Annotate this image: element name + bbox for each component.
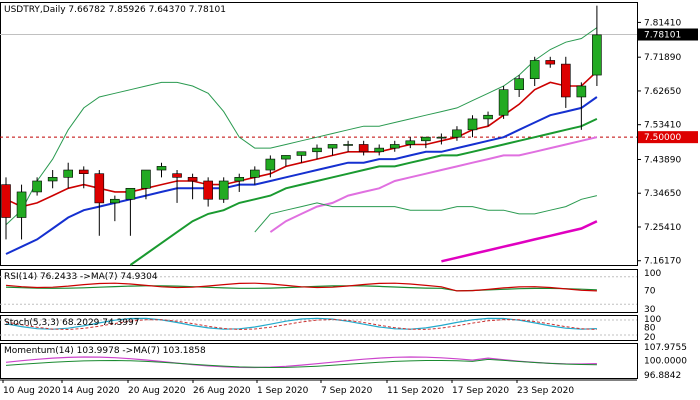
- indicator-axis-label: 100: [644, 315, 661, 325]
- candle-body: [203, 180, 213, 200]
- price-tick-label: 7.43890: [644, 155, 681, 165]
- time-tick-label: 17 Sep 2020: [452, 386, 509, 396]
- candle-body: [483, 114, 493, 120]
- stoch-signal-line: [5, 318, 597, 331]
- candle-body: [172, 173, 182, 178]
- overlay-line: [254, 195, 598, 233]
- price-tick-label: 7.53410: [644, 121, 681, 131]
- candle-body: [436, 136, 447, 139]
- candle-body: [405, 140, 416, 145]
- symbol-label: USDTRY,Daily: [4, 5, 66, 15]
- time-tick-label: 23 Sep 2020: [517, 386, 574, 396]
- candle-body: [16, 191, 27, 218]
- price-tick-label: 7.34650: [644, 189, 681, 199]
- time-tick-label: 10 Aug 2020: [3, 386, 61, 396]
- candle-body: [498, 89, 509, 116]
- time-tick-label: 7 Sep 2020: [321, 386, 373, 396]
- candle-body: [47, 177, 58, 182]
- indicator-axis-label: 100.0000: [644, 357, 687, 367]
- indicator-axis-label: 30: [644, 305, 656, 315]
- support-level-box: [638, 131, 698, 144]
- candle-body: [545, 60, 556, 65]
- candle-body: [421, 136, 431, 142]
- current-price-label: 7.78101: [644, 31, 681, 41]
- candle-body: [110, 198, 120, 204]
- overlay-line: [5, 27, 598, 226]
- candle-body: [374, 147, 385, 153]
- low-value: 7.64370: [149, 5, 186, 15]
- indicator-label: Stoch(5,3,3) 68.2029 74.3997: [4, 318, 139, 328]
- indicator-axis-label: 96.8842: [644, 371, 681, 381]
- momentum-ma-line: [5, 358, 597, 369]
- time-tick-label: 26 Aug 2020: [193, 386, 251, 396]
- indicator-axis-label: 70: [644, 287, 656, 297]
- candle-body: [312, 147, 322, 153]
- indicator-axis-label: 100: [644, 269, 661, 279]
- indicator-label: RSI(14) 76.2433 ->MA(7) 74.9304: [4, 272, 158, 282]
- rsi-line: [5, 282, 597, 292]
- close-value: 7.78101: [189, 5, 226, 15]
- candle-body: [218, 180, 229, 200]
- price-tick-label: 7.71890: [644, 53, 681, 63]
- candle-body: [452, 129, 462, 138]
- candle-body: [78, 169, 89, 174]
- candle-body: [125, 187, 136, 200]
- current-price-box: [638, 28, 698, 41]
- candle-body: [187, 177, 198, 182]
- candle-body: [343, 144, 353, 146]
- indicator-axis-label: 107.9755: [644, 343, 687, 353]
- price-tick-label: 7.25410: [644, 223, 681, 233]
- time-tick-label: 20 Aug 2020: [128, 386, 186, 396]
- candle-body: [514, 78, 524, 90]
- candle-body: [560, 63, 571, 98]
- stoch-main-line: [5, 317, 597, 330]
- candle-body: [529, 60, 540, 80]
- candle-body: [576, 85, 587, 98]
- overlay-line: [441, 220, 598, 263]
- candle-body: [389, 144, 400, 149]
- candle-body: [327, 144, 338, 149]
- indicator-panel-frame: [0, 269, 638, 313]
- overlay-line: [129, 117, 598, 266]
- candle-body: [358, 144, 369, 153]
- candle-body: [296, 151, 307, 156]
- indicator-axis-label: 80: [644, 324, 656, 334]
- candle-body: [250, 169, 260, 178]
- momentum-line: [5, 356, 597, 369]
- overlay-line: [5, 96, 598, 255]
- main-panel-frame: [0, 2, 638, 266]
- indicator-label: Momentum(14) 103.9978 ->MA(7) 103.1858: [4, 346, 206, 356]
- price-tick-label: 7.16170: [644, 257, 681, 267]
- candle-body: [467, 118, 478, 131]
- candle-body: [32, 180, 42, 193]
- time-tick-label: 11 Sep 2020: [387, 386, 444, 396]
- price-tick-label: 7.62650: [644, 87, 681, 97]
- time-tick-label: 14 Aug 2020: [62, 386, 120, 396]
- candle-body: [281, 155, 291, 160]
- candle-body: [94, 173, 105, 204]
- candle-body: [156, 166, 167, 171]
- open-value: 7.66782: [68, 5, 105, 15]
- candle-body: [1, 184, 11, 218]
- candle-body: [141, 169, 151, 189]
- candle-body: [63, 169, 74, 178]
- support-level-label: 7.50000: [644, 133, 681, 143]
- indicator-panel-frame: [0, 343, 638, 379]
- candle-body: [234, 177, 245, 182]
- candle-body: [265, 158, 276, 171]
- indicator-axis-label: 20: [644, 333, 656, 343]
- indicator-panel-frame: [0, 315, 638, 341]
- candle-body: [592, 34, 602, 76]
- time-tick-label: 1 Sep 2020: [257, 386, 309, 396]
- price-tick-label: 7.81410: [644, 18, 681, 28]
- chart-header: USDTRY,Daily 7.66782 7.85926 7.64370 7.7…: [4, 5, 226, 15]
- high-value: 7.85926: [109, 5, 146, 15]
